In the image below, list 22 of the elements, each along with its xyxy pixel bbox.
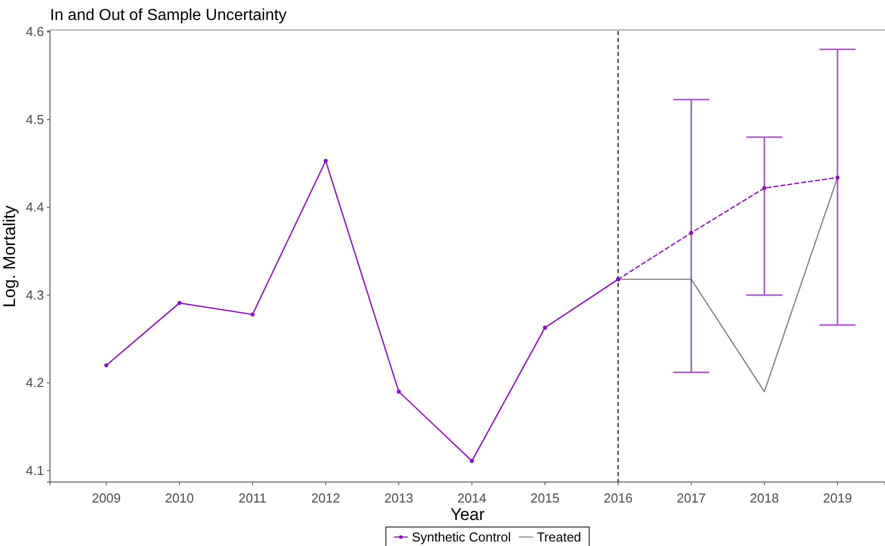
chart-title: In and Out of Sample Uncertainty (50, 7, 287, 24)
x-tick-label: 2012 (311, 490, 340, 506)
x-axis-title: Year (450, 505, 486, 524)
x-tick-label: 2013 (384, 490, 414, 506)
x-tick-label: 2018 (750, 490, 779, 506)
x-tick-label: 2011 (238, 490, 267, 506)
x-tick-label: 2010 (164, 490, 194, 506)
x-tick-label: 2019 (823, 490, 852, 506)
x-tick-label: 2015 (530, 490, 560, 506)
y-tick-label: 4.5 (26, 112, 44, 127)
x-tick-label: 2016 (604, 490, 633, 506)
y-tick-label: 4.4 (26, 200, 44, 215)
x-tick-label: 2017 (676, 490, 706, 506)
x-tick-label: 2014 (457, 490, 486, 506)
x-tick-label: 2009 (92, 490, 121, 506)
y-axis-title: Log. Mortality (0, 204, 19, 308)
legend-label: Synthetic Control (412, 530, 511, 544)
legend-label: Treated (536, 530, 582, 544)
y-tick-label: 4.6 (26, 24, 44, 40)
y-tick-label: 4.2 (26, 375, 44, 390)
y-tick-label: 4.1 (26, 462, 44, 478)
y-tick-label: 4.3 (26, 287, 44, 302)
